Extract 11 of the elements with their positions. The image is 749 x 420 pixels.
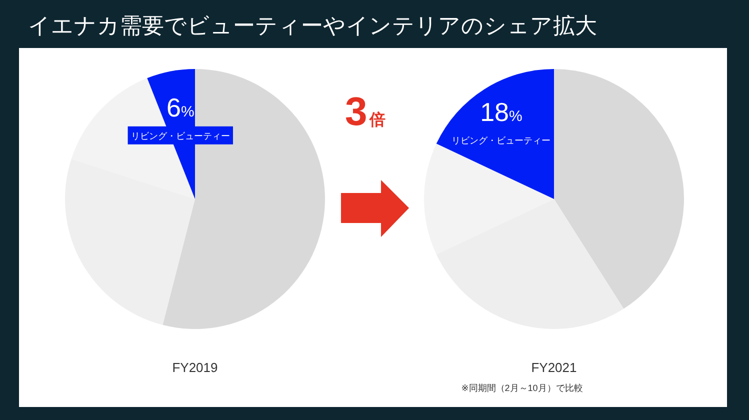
text: イエナカ需要でビューティーやインテリアのシェア拡大 bbox=[28, 13, 597, 38]
text: FY2021 bbox=[531, 360, 577, 375]
slice-label: リビング・ビューティー bbox=[452, 136, 551, 146]
text: FY2019 bbox=[172, 360, 218, 375]
text: 3倍 bbox=[345, 90, 386, 134]
text: ※同期間（2月～10月）で比較 bbox=[461, 383, 583, 393]
data-label: 6% bbox=[166, 92, 194, 122]
slice-label: リビング・ビューティー bbox=[130, 130, 230, 141]
data-label: 18% bbox=[480, 97, 522, 128]
pie-slice bbox=[554, 69, 684, 309]
pie-slice bbox=[436, 69, 554, 199]
